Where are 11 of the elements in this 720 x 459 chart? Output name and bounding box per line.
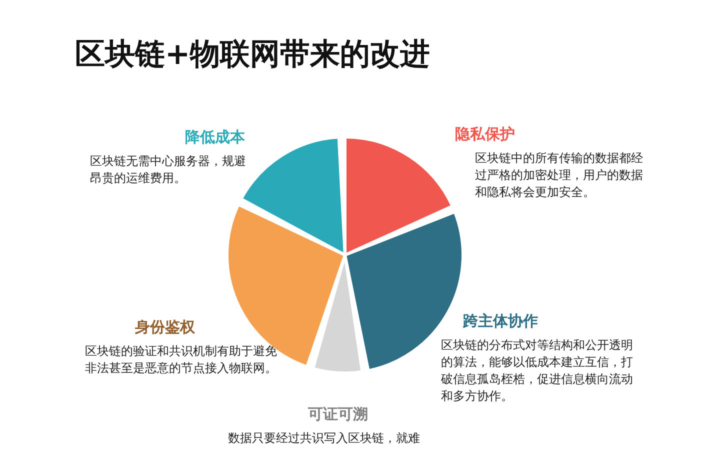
text: 区块链无需中心服务器，规避昂贵的运维费用。	[90, 153, 247, 187]
slice-label: 降低成本	[185, 128, 246, 147]
text: 数据只要经过共识写入区块链，就难	[228, 430, 421, 447]
text: 区块链的分布式对等结构和公开透明的算法，能够以低成本建立互信，打破信息孤岛桎梏，促进信息横向流动和多方协作。	[441, 337, 634, 405]
slice-label: 可证可溯	[308, 405, 369, 424]
text: 区块链的验证和共识机制有助于避免非法甚至是恶意的节点接入物联网。	[85, 343, 278, 377]
slice-label: 隐私保护	[455, 125, 516, 144]
chart-title: 区块链+物联网带来的改进	[75, 36, 430, 74]
slice-label: 身份鉴权	[135, 318, 196, 337]
slice-label: 跨主体协作	[463, 312, 539, 331]
text: 区块链中的所有传输的数据都经过严格的加密处理，用户的数据和隐私将会更加安全。	[475, 150, 644, 201]
